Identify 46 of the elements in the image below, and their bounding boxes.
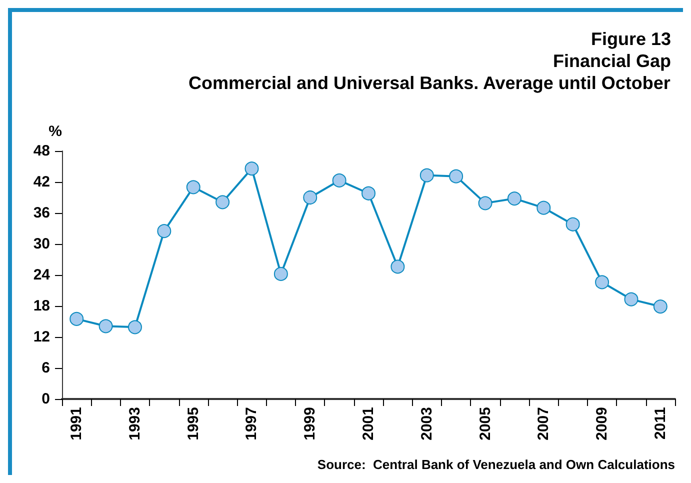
x-tick-label: 2003	[418, 407, 436, 440]
chart-subtitle: Financial Gap	[552, 51, 672, 71]
x-tick-label: 2009	[594, 407, 611, 440]
point	[157, 224, 172, 238]
point	[595, 275, 610, 290]
x-tick-label: 2005	[476, 407, 494, 440]
point	[303, 190, 318, 204]
point	[128, 320, 142, 334]
x-tick-label: 2007	[535, 407, 552, 440]
x-tick-label: 1999	[302, 407, 319, 440]
point	[478, 196, 492, 210]
point	[244, 162, 259, 176]
point	[507, 192, 522, 206]
y-tick-label: 30	[33, 236, 50, 252]
point	[70, 312, 84, 326]
point	[420, 168, 434, 182]
x-tick-label: 1991	[68, 407, 86, 440]
point	[536, 200, 551, 215]
chart-title: Figure 13	[590, 29, 672, 49]
y-tick-label: 12	[33, 328, 50, 346]
y-tick-label: 48	[33, 142, 50, 160]
y-tick-label: 36	[33, 204, 50, 222]
y-axis-title: %	[48, 123, 62, 140]
point	[390, 260, 405, 274]
point	[186, 180, 200, 194]
y-tick-label: 24	[33, 266, 51, 284]
point	[98, 319, 113, 334]
x-tick-label: 1995	[184, 407, 202, 440]
y-tick-label: 42	[33, 174, 50, 190]
source-note: Source: Central Bank of Venezuela and Own Calculations	[317, 457, 676, 472]
x-tick-label: 2011	[652, 407, 669, 440]
y-tick-label: 0	[42, 390, 50, 408]
point	[566, 217, 580, 232]
point	[449, 169, 464, 184]
point	[332, 173, 346, 188]
point	[216, 195, 230, 210]
point	[624, 292, 638, 306]
y-tick-label: 18	[33, 298, 50, 314]
point	[274, 266, 288, 281]
y-tick-label: 6	[42, 360, 50, 376]
point	[653, 300, 668, 314]
x-tick-label: 2001	[360, 407, 377, 440]
point	[362, 186, 376, 200]
text: Commercial and Universal Banks. Average until October	[188, 73, 670, 93]
x-tick-label: 1993	[126, 407, 144, 440]
x-tick-label: 1997	[243, 407, 260, 440]
